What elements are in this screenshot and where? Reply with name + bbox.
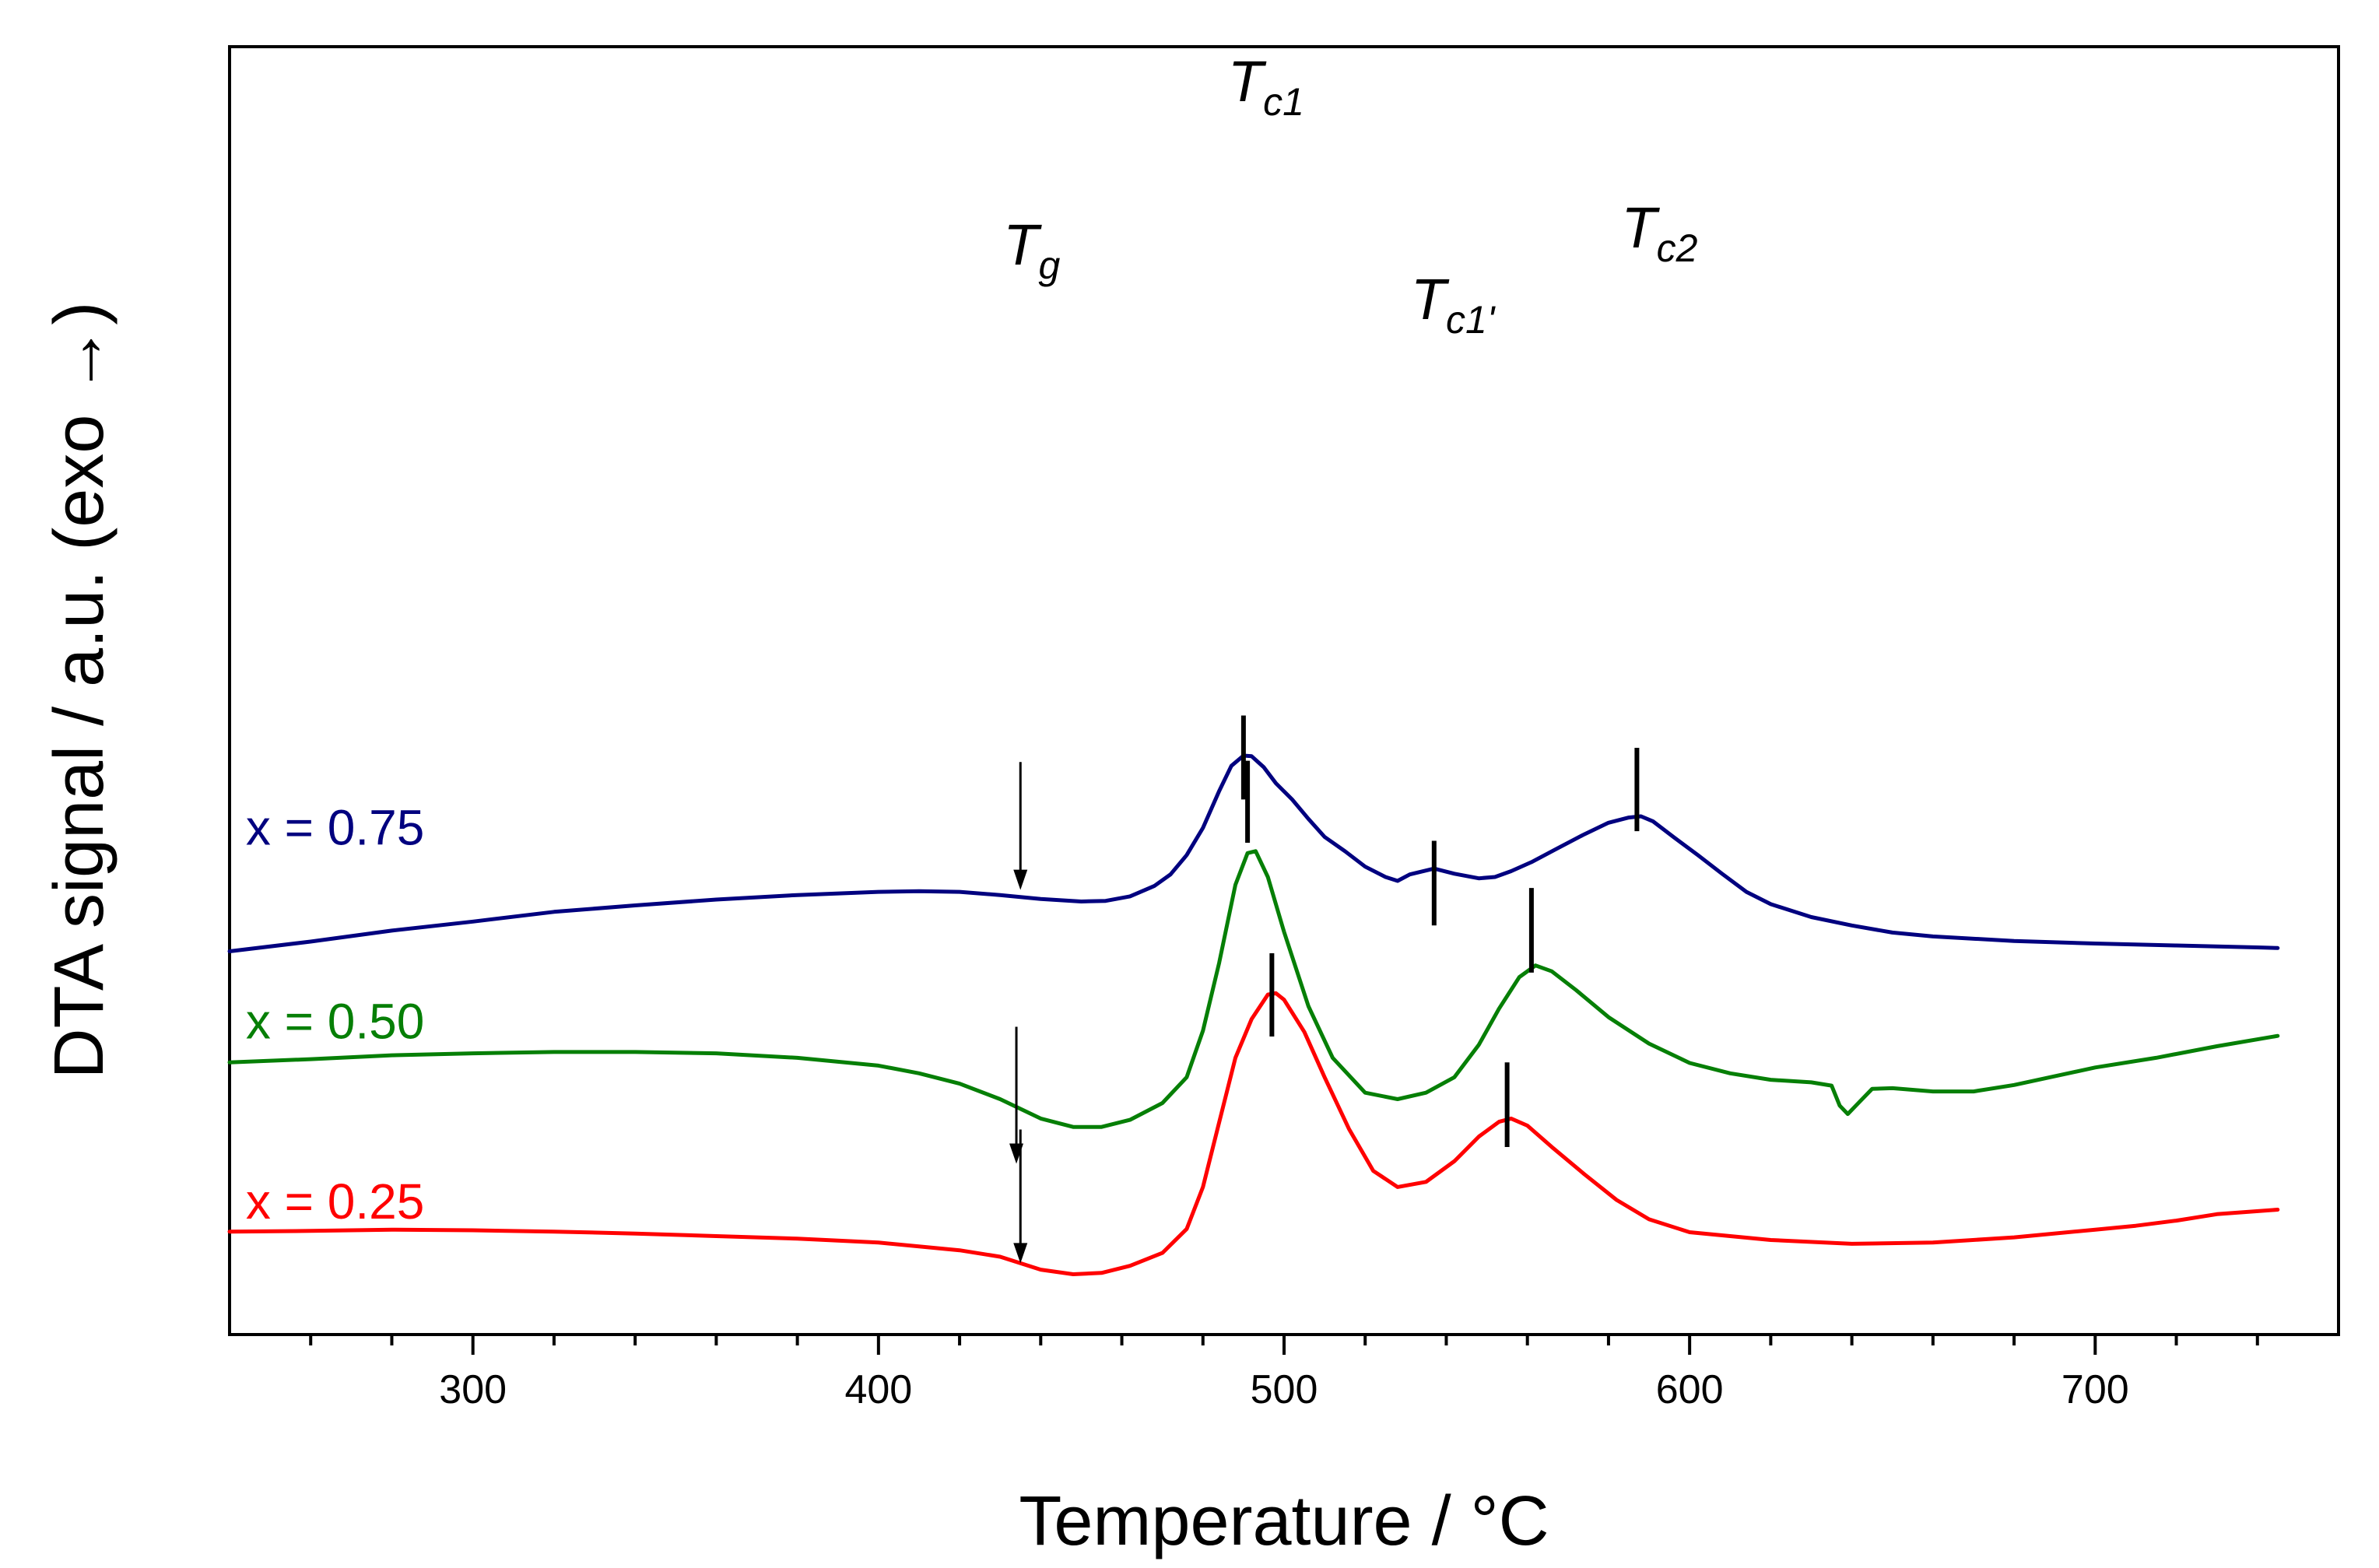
x-tick-label: 400 xyxy=(844,1367,912,1412)
axes-frame xyxy=(228,45,2340,1336)
annotation-Tc1prime: Tc1' xyxy=(1411,267,1496,342)
x-tick-label: 300 xyxy=(439,1367,507,1412)
series-line-1 xyxy=(227,849,2280,1129)
tg-arrow-head xyxy=(1013,869,1028,890)
series-label-1: x = 0.50 xyxy=(246,994,425,1050)
series-label-2: x = 0.25 xyxy=(246,1173,425,1229)
annotations: Tg Tc1 Tc1' Tc2 xyxy=(1003,49,1697,342)
annotation-Tc1: Tc1 xyxy=(1228,49,1304,124)
x-axis-ticks xyxy=(309,1335,2259,1355)
y-axis-title: DTA signal / a.u. (exo →) xyxy=(40,302,118,1079)
tg-arrow-head xyxy=(1013,1243,1028,1264)
x-tick-label: 500 xyxy=(1251,1367,1318,1412)
plot-area xyxy=(228,45,2340,1336)
series-label-0: x = 0.75 xyxy=(246,800,425,856)
series-line-0 xyxy=(227,753,2280,953)
x-tick-label: 600 xyxy=(1656,1367,1724,1412)
peak-markers xyxy=(1009,715,1640,1264)
annotation-Tg: Tg xyxy=(1003,212,1060,287)
x-tick-label: 700 xyxy=(2061,1367,2129,1412)
x-axis-tick-labels: 300 400 500 600 700 xyxy=(439,1367,2128,1412)
series-line-2 xyxy=(227,991,2280,1276)
annotation-Tc2: Tc2 xyxy=(1621,195,1697,270)
series-group: x = 0.75 x = 0.50 x = 0.25 xyxy=(227,753,2280,1276)
x-axis-title: Temperature / °C xyxy=(1019,1482,1549,1560)
